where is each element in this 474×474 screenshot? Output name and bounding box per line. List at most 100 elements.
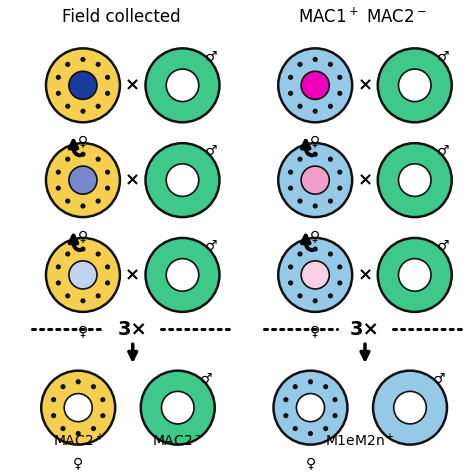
Circle shape: [146, 238, 219, 312]
Text: 3×: 3×: [350, 320, 380, 339]
Circle shape: [337, 170, 342, 175]
Circle shape: [292, 384, 298, 389]
Circle shape: [301, 166, 329, 194]
Circle shape: [105, 75, 110, 80]
Text: MAC2$^-$: MAC2$^-$: [152, 434, 203, 448]
Circle shape: [69, 71, 97, 100]
Text: Field collected: Field collected: [62, 8, 180, 26]
Circle shape: [56, 91, 61, 96]
Circle shape: [292, 426, 298, 431]
Circle shape: [65, 156, 70, 162]
Circle shape: [313, 109, 318, 114]
Circle shape: [273, 371, 347, 445]
Circle shape: [337, 75, 342, 80]
Circle shape: [337, 264, 342, 270]
Circle shape: [301, 261, 329, 289]
Circle shape: [328, 62, 333, 67]
Text: ♂: ♂: [205, 239, 218, 253]
Circle shape: [378, 238, 452, 312]
Circle shape: [56, 280, 61, 285]
Circle shape: [328, 293, 333, 299]
Circle shape: [146, 48, 219, 122]
Text: 3×: 3×: [118, 320, 148, 339]
Circle shape: [46, 143, 120, 217]
Text: ×: ×: [357, 266, 373, 284]
Circle shape: [283, 397, 289, 402]
Text: ♀: ♀: [310, 229, 320, 243]
Text: ♂: ♂: [438, 49, 450, 64]
Text: ♂: ♂: [438, 144, 450, 158]
Circle shape: [278, 143, 352, 217]
Circle shape: [283, 413, 289, 418]
Circle shape: [308, 431, 313, 436]
Text: ♂: ♂: [205, 144, 218, 158]
Circle shape: [96, 156, 101, 162]
Circle shape: [105, 170, 110, 175]
Circle shape: [313, 152, 318, 157]
Circle shape: [56, 170, 61, 175]
Text: ♀: ♀: [305, 456, 316, 471]
Circle shape: [141, 371, 215, 445]
Circle shape: [297, 104, 302, 109]
Circle shape: [378, 143, 452, 217]
Circle shape: [65, 293, 70, 299]
Circle shape: [91, 384, 96, 389]
Circle shape: [278, 238, 352, 312]
Circle shape: [313, 57, 318, 62]
Circle shape: [301, 71, 329, 100]
Circle shape: [288, 185, 293, 191]
Circle shape: [399, 69, 431, 101]
Circle shape: [278, 48, 352, 122]
Circle shape: [41, 371, 115, 445]
Circle shape: [60, 384, 65, 389]
Circle shape: [105, 185, 110, 191]
Text: ♀: ♀: [310, 324, 320, 338]
Circle shape: [332, 413, 337, 418]
Circle shape: [288, 170, 293, 175]
Circle shape: [162, 392, 194, 424]
Circle shape: [69, 166, 97, 194]
Circle shape: [81, 203, 85, 209]
Circle shape: [76, 431, 81, 436]
Circle shape: [399, 259, 431, 291]
Circle shape: [96, 62, 101, 67]
Circle shape: [81, 152, 85, 157]
Text: ♀: ♀: [78, 324, 88, 338]
Circle shape: [394, 392, 426, 424]
Circle shape: [51, 397, 56, 402]
Circle shape: [65, 199, 70, 204]
Circle shape: [308, 379, 313, 384]
Text: ×: ×: [125, 76, 140, 94]
Circle shape: [51, 413, 56, 418]
Text: ×: ×: [125, 266, 140, 284]
Circle shape: [313, 298, 318, 303]
Circle shape: [76, 379, 81, 384]
Circle shape: [288, 91, 293, 96]
Circle shape: [46, 48, 120, 122]
Circle shape: [328, 251, 333, 256]
Circle shape: [297, 62, 302, 67]
Circle shape: [166, 259, 199, 291]
Circle shape: [56, 75, 61, 80]
Circle shape: [399, 164, 431, 196]
Circle shape: [323, 426, 328, 431]
Circle shape: [96, 293, 101, 299]
Circle shape: [332, 397, 337, 402]
Circle shape: [96, 251, 101, 256]
Text: ♂: ♂: [438, 239, 450, 253]
Circle shape: [337, 91, 342, 96]
Text: ×: ×: [357, 76, 373, 94]
Circle shape: [81, 298, 85, 303]
Circle shape: [373, 371, 447, 445]
Circle shape: [46, 238, 120, 312]
Circle shape: [56, 264, 61, 270]
Text: M1eM2n$^+$: M1eM2n$^+$: [325, 432, 395, 449]
Circle shape: [297, 156, 302, 162]
Circle shape: [297, 293, 302, 299]
Circle shape: [337, 280, 342, 285]
Text: ♀: ♀: [73, 456, 83, 471]
Circle shape: [146, 143, 219, 217]
Circle shape: [60, 426, 65, 431]
Circle shape: [100, 413, 105, 418]
Text: ×: ×: [125, 171, 140, 189]
